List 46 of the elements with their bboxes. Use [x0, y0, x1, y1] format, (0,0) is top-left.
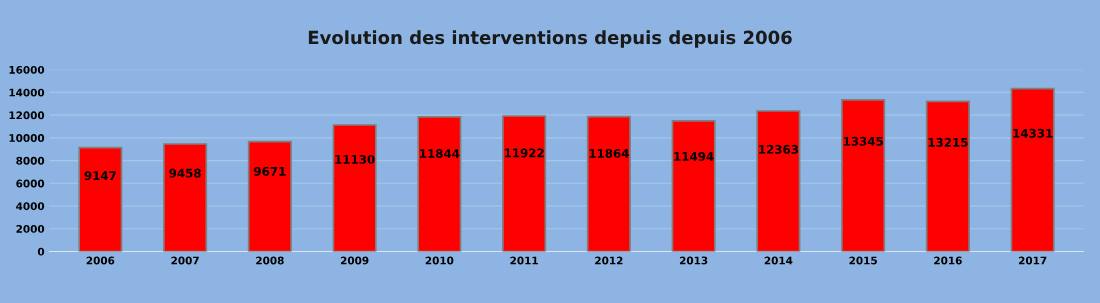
bar — [417, 116, 462, 252]
x-tick-label: 2010 — [425, 256, 454, 265]
data-label: 9458 — [169, 168, 201, 178]
x-tick-label: 2006 — [86, 256, 115, 265]
y-tick-label: 10000 — [9, 134, 45, 142]
bar — [925, 100, 970, 252]
y-tick-label: 12000 — [9, 111, 45, 120]
bar — [841, 99, 886, 252]
x-tick-label: 2011 — [510, 256, 538, 265]
bar — [502, 115, 547, 252]
x-tick-label: 2007 — [171, 256, 199, 265]
data-label: 14331 — [1013, 128, 1053, 138]
data-label: 12363 — [759, 144, 798, 154]
y-tick-label: 0 — [37, 247, 45, 256]
data-label: 9671 — [254, 166, 286, 176]
bar — [1010, 87, 1055, 252]
bar — [671, 120, 716, 252]
data-label: 11494 — [674, 151, 714, 161]
data-label: 9147 — [84, 171, 116, 181]
data-label: 13215 — [928, 137, 968, 147]
x-tick-label: 2014 — [764, 256, 793, 265]
bar — [78, 146, 123, 252]
x-tick-label: 2008 — [256, 256, 284, 265]
y-tick-label: 6000 — [16, 179, 45, 188]
y-tick-label: 14000 — [9, 88, 45, 97]
data-label: 11864 — [589, 148, 629, 158]
data-label: 13345 — [843, 136, 883, 146]
bar — [247, 140, 292, 252]
x-tick-label: 2017 — [1018, 256, 1047, 265]
bar — [756, 110, 801, 252]
y-tick-label: 2000 — [16, 224, 45, 233]
y-tick-label: 16000 — [9, 65, 45, 74]
data-label: 11844 — [420, 149, 460, 159]
x-tick-label: 2013 — [679, 256, 708, 265]
x-tick-label: 2016 — [934, 256, 962, 265]
x-tick-label: 2012 — [595, 256, 623, 265]
bar — [586, 115, 631, 252]
bar — [163, 143, 208, 252]
y-tick-label: 8000 — [16, 156, 45, 165]
data-label: 11130 — [335, 154, 375, 164]
x-tick-label: 2009 — [340, 256, 369, 265]
chart-title: Evolution des interventions depuis depuis 2006 — [308, 30, 792, 48]
bar — [332, 124, 377, 252]
y-tick-label: 4000 — [16, 202, 45, 211]
x-tick-label: 2015 — [849, 256, 877, 265]
data-label: 11922 — [504, 148, 544, 158]
